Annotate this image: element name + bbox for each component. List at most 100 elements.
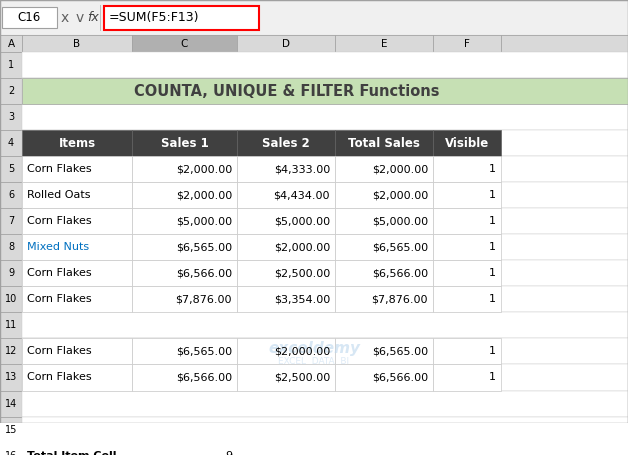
Text: $4,333.00: $4,333.00 — [274, 164, 330, 174]
Bar — [433, 234, 501, 260]
Bar — [22, 313, 628, 339]
Text: $6,565.00: $6,565.00 — [372, 346, 428, 356]
Bar — [132, 364, 237, 390]
Bar — [22, 390, 628, 416]
Text: 9: 9 — [8, 268, 14, 278]
Bar — [501, 35, 628, 52]
Text: Corn Flakes: Corn Flakes — [27, 216, 92, 226]
Bar — [0, 35, 22, 52]
Bar — [104, 5, 259, 30]
Text: fx: fx — [87, 11, 99, 24]
Bar — [22, 364, 132, 390]
Bar — [237, 364, 335, 390]
Bar — [132, 234, 237, 260]
Bar — [335, 339, 433, 364]
Text: 15: 15 — [5, 425, 17, 435]
Text: 1: 1 — [489, 373, 496, 383]
Bar — [22, 286, 628, 313]
Bar — [22, 416, 628, 443]
Text: 8: 8 — [8, 243, 14, 253]
Bar — [2, 7, 57, 28]
Bar — [22, 208, 132, 234]
Text: $4,434.00: $4,434.00 — [274, 190, 330, 200]
Text: D: D — [282, 39, 290, 49]
Bar — [22, 443, 628, 455]
Bar — [433, 260, 501, 286]
Bar — [0, 182, 22, 208]
Bar — [237, 35, 335, 52]
Text: F: F — [464, 39, 470, 49]
Bar — [100, 5, 101, 30]
Text: $2,000.00: $2,000.00 — [274, 346, 330, 356]
Bar — [433, 130, 501, 156]
Text: C: C — [181, 39, 188, 49]
Text: Corn Flakes: Corn Flakes — [27, 164, 92, 174]
Text: 1: 1 — [8, 60, 14, 70]
Text: $6,566.00: $6,566.00 — [176, 268, 232, 278]
Text: 16: 16 — [5, 450, 17, 455]
Text: $6,565.00: $6,565.00 — [372, 243, 428, 253]
Text: B: B — [73, 39, 80, 49]
Bar — [22, 35, 132, 52]
Text: $2,500.00: $2,500.00 — [274, 373, 330, 383]
Text: 11: 11 — [5, 320, 17, 330]
Bar — [0, 339, 22, 364]
Bar — [22, 234, 132, 260]
Text: EXCEL  DATA  BI: EXCEL DATA BI — [278, 357, 350, 366]
Text: 10: 10 — [5, 294, 17, 304]
Bar — [22, 104, 628, 130]
Text: =SUM(F5:F13): =SUM(F5:F13) — [109, 11, 200, 24]
Bar — [433, 339, 501, 364]
Bar — [22, 78, 628, 104]
Text: Total Item Cell: Total Item Cell — [27, 450, 117, 455]
Text: 1: 1 — [489, 268, 496, 278]
Text: $2,000.00: $2,000.00 — [274, 243, 330, 253]
Bar — [22, 286, 132, 313]
Bar — [433, 35, 501, 52]
Bar — [0, 313, 22, 339]
Bar — [22, 78, 628, 104]
Text: $6,565.00: $6,565.00 — [176, 243, 232, 253]
Bar — [0, 416, 22, 443]
Bar — [22, 130, 132, 156]
Text: 1: 1 — [489, 346, 496, 356]
Bar — [433, 286, 501, 313]
Bar — [132, 286, 237, 313]
Text: $7,876.00: $7,876.00 — [175, 294, 232, 304]
Bar — [22, 364, 628, 390]
Text: $5,000.00: $5,000.00 — [176, 216, 232, 226]
Text: $7,876.00: $7,876.00 — [372, 294, 428, 304]
Text: Corn Flakes: Corn Flakes — [27, 346, 92, 356]
Bar — [237, 234, 335, 260]
Bar — [132, 156, 237, 182]
Bar — [335, 208, 433, 234]
Bar — [132, 208, 237, 234]
Text: Visible: Visible — [445, 136, 489, 150]
Text: Corn Flakes: Corn Flakes — [27, 294, 92, 304]
Bar — [22, 130, 628, 156]
Text: 1: 1 — [489, 294, 496, 304]
Text: $2,000.00: $2,000.00 — [176, 164, 232, 174]
Bar — [237, 130, 335, 156]
Bar — [0, 286, 22, 313]
Bar — [433, 208, 501, 234]
Text: 3: 3 — [8, 112, 14, 122]
Text: 4: 4 — [8, 138, 14, 148]
Bar — [22, 156, 628, 182]
Bar — [132, 260, 237, 286]
Bar — [237, 208, 335, 234]
Text: $3,354.00: $3,354.00 — [274, 294, 330, 304]
Bar — [0, 78, 22, 104]
Bar — [22, 234, 628, 260]
Bar — [433, 182, 501, 208]
Text: Items: Items — [58, 136, 95, 150]
Bar — [22, 182, 628, 208]
Text: $6,565.00: $6,565.00 — [176, 346, 232, 356]
Bar — [335, 260, 433, 286]
Text: COUNTA, UNIQUE & FILTER Functions: COUNTA, UNIQUE & FILTER Functions — [134, 84, 440, 99]
Text: Corn Flakes: Corn Flakes — [27, 373, 92, 383]
Bar — [237, 286, 335, 313]
Bar — [0, 104, 22, 130]
Bar — [0, 260, 22, 286]
Bar — [237, 260, 335, 286]
